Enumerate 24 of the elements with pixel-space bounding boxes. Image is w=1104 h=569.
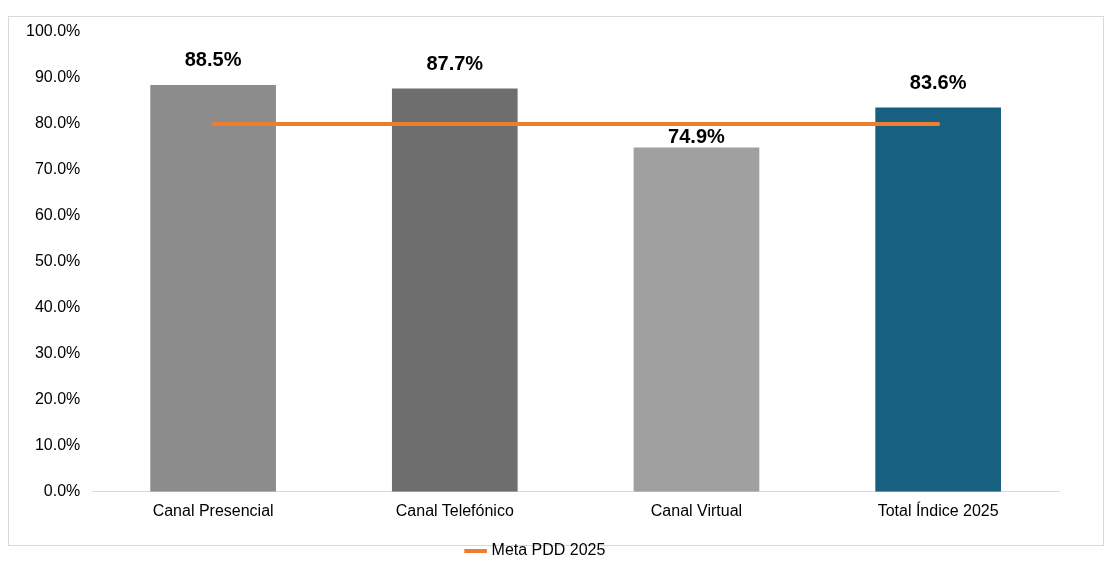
y-tick-label: 40.0% <box>34 298 81 316</box>
x-tick-label: Canal Virtual <box>650 501 743 519</box>
bar <box>150 84 276 492</box>
y-tick-label: 50.0% <box>34 252 81 270</box>
y-tick-label: 0.0% <box>43 482 81 500</box>
y-tick-label: 70.0% <box>34 160 81 178</box>
bar <box>633 147 760 492</box>
y-tick-label: 30.0% <box>34 344 81 362</box>
bar <box>391 88 518 492</box>
y-tick-label: 80.0% <box>34 114 81 132</box>
data-label: 74.9% <box>668 125 726 148</box>
x-tick-label: Canal Presencial <box>152 501 274 519</box>
y-tick-label: 60.0% <box>34 206 81 224</box>
bar <box>875 107 1001 492</box>
data-label: 87.7% <box>426 52 484 75</box>
y-tick-label: 20.0% <box>34 390 81 408</box>
data-label: 83.6% <box>909 70 967 93</box>
legend-label: Meta PDD 2025 <box>491 541 606 559</box>
x-tick-label: Canal Telefónico <box>395 501 514 519</box>
x-tick-label: Total Índice 2025 <box>877 500 999 519</box>
y-tick-label: 10.0% <box>34 436 81 454</box>
y-tick-label: 90.0% <box>34 68 81 86</box>
y-tick-label: 100.0% <box>26 22 81 40</box>
data-label: 88.5% <box>184 48 242 71</box>
